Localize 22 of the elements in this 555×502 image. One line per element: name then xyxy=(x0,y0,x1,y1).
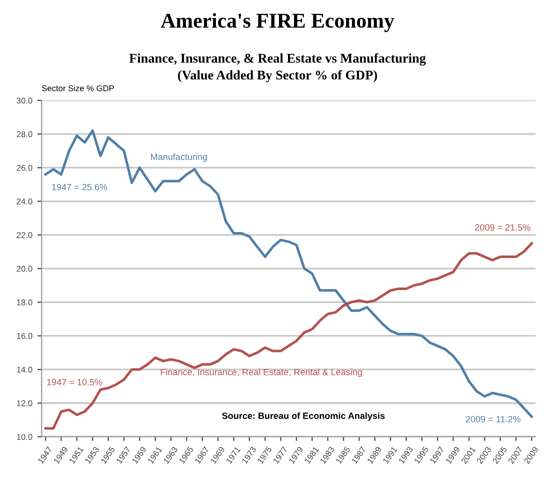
annotation: 1947 = 10.5% xyxy=(47,378,102,386)
y-tick-label: 18.0 xyxy=(17,299,32,306)
y-tick-label: 30.0 xyxy=(16,98,32,104)
y-tick-label: 16.0 xyxy=(17,333,32,339)
series-label: Manufacturing xyxy=(151,153,207,162)
y-tick-label: 24.0 xyxy=(16,198,32,204)
line-series xyxy=(44,242,533,430)
y-tick-label: 10.0 xyxy=(17,434,32,440)
chart-title: America's FIRE Economy xyxy=(160,13,394,32)
y-tick-label: 14.0 xyxy=(17,366,32,373)
annotation: 2009 = 11.2% xyxy=(466,416,520,422)
y-axis-title: Sector Size % GDP xyxy=(42,85,114,92)
annotation: 1947 = 25.6% xyxy=(52,184,108,190)
y-tick-label: 28.0 xyxy=(16,131,32,138)
y-tick-label: 26.0 xyxy=(16,164,32,171)
y-tick-label: 12.0 xyxy=(17,400,32,406)
y-tick-label: 20.0 xyxy=(16,266,32,272)
annotation: Source: Bureau of Economic Analysis xyxy=(222,412,385,421)
annotation: 2009 = 21.5% xyxy=(475,224,530,231)
chart-subtitle: Finance, Insurance, & Real Estate vs Manufacturing (Value Added By Sector % of GDP) xyxy=(129,53,426,82)
series-label: Finance, Insurance, Real Estate, Rental & Leasing xyxy=(160,368,362,378)
y-tick-label: 22.0 xyxy=(16,232,32,238)
